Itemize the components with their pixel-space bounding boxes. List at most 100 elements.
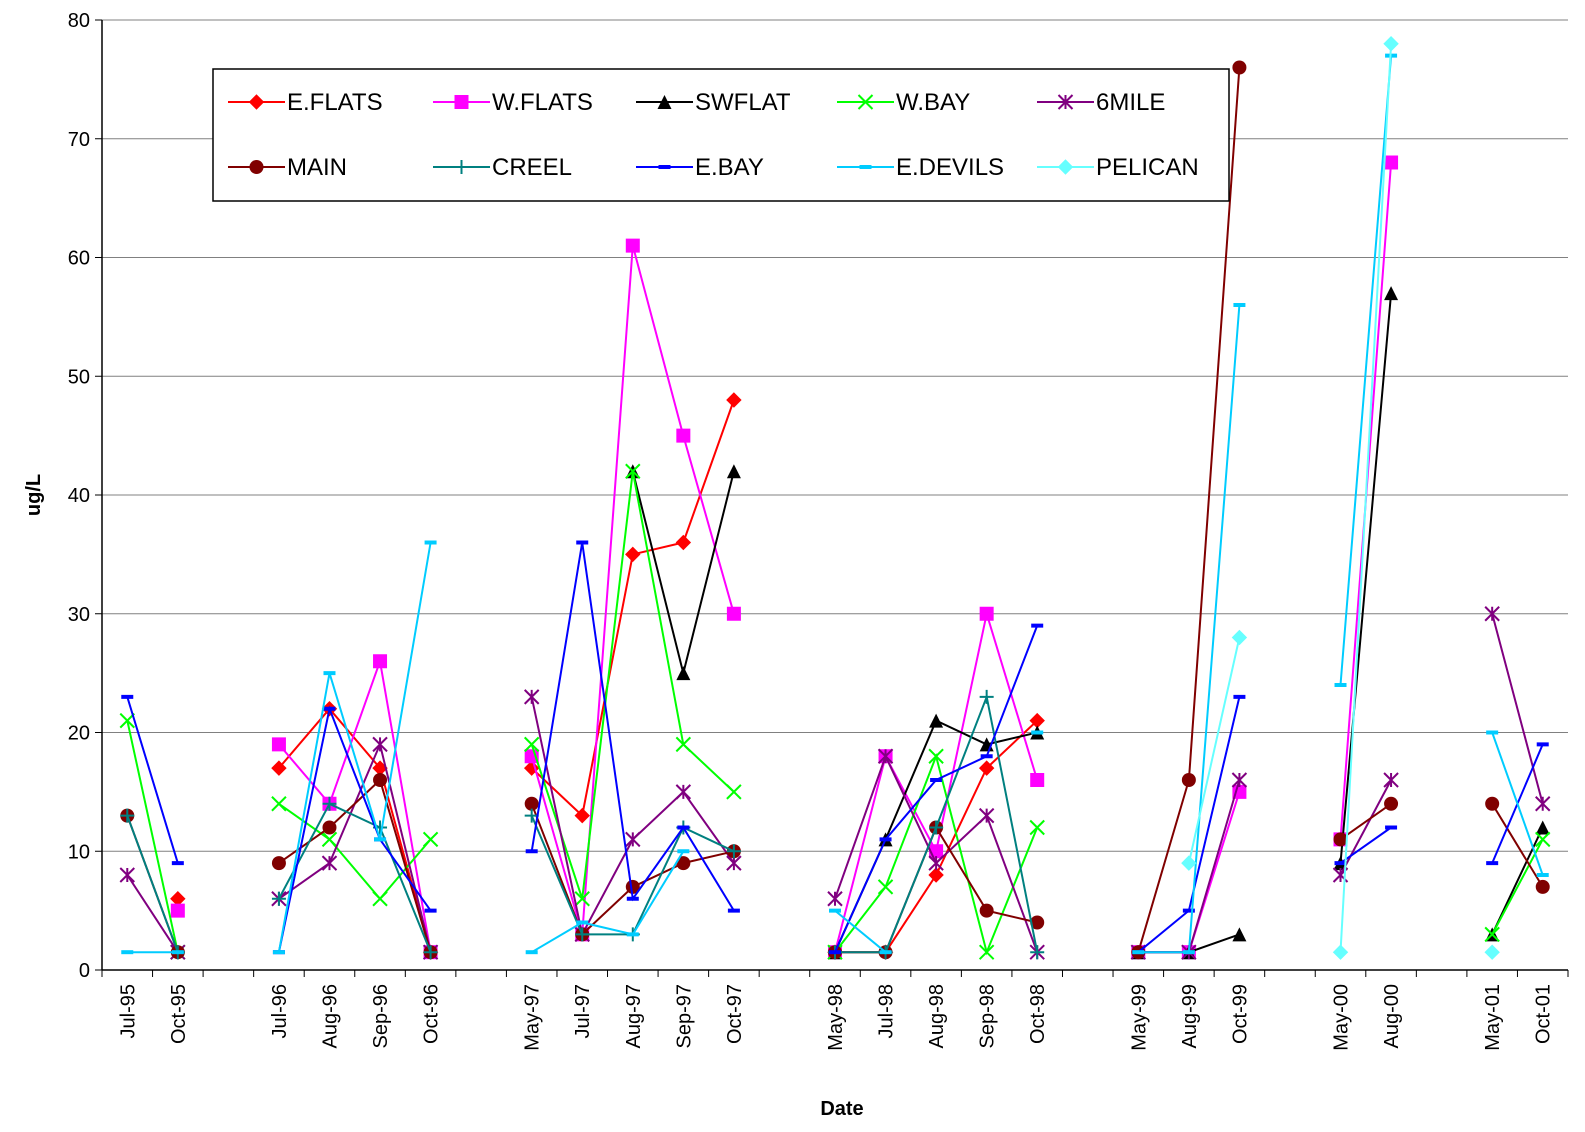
data-point-main — [979, 903, 994, 918]
data-point-w-flats — [170, 903, 185, 918]
x-tick-label: Aug-99 — [1179, 984, 1201, 1049]
legend-label: E.BAY — [695, 154, 764, 181]
y-tick-label: 70 — [68, 129, 90, 151]
data-point-pelican — [1383, 36, 1399, 52]
legend-label: PELICAN — [1096, 154, 1199, 181]
y-tick-label: 10 — [68, 841, 90, 863]
data-point-swflat — [676, 666, 691, 681]
data-point-6mile — [1332, 867, 1349, 883]
legend-swatch-marker — [249, 160, 264, 174]
data-point-w-flats — [979, 606, 994, 621]
data-point-w-bay — [978, 944, 995, 960]
legend: E.FLATS W.FLATS SWFLAT W.BAY 6MILE MAIN CREEL E… — [212, 68, 1230, 202]
x-tick-label: Sep-97 — [673, 984, 695, 1049]
data-point-w-bay — [271, 796, 287, 812]
x-tick-label: Oct-95 — [168, 984, 190, 1044]
data-point-w-flats — [373, 654, 388, 669]
data-point-w-bay — [574, 891, 590, 907]
data-point-creel — [120, 808, 135, 823]
series-line-creel — [126, 693, 1039, 954]
data-point-w-bay — [523, 736, 540, 753]
legend-swatch-marker — [454, 160, 469, 174]
data-point-creel — [726, 844, 741, 859]
data-point-w-bay — [625, 463, 641, 479]
data-point-creel — [271, 891, 286, 906]
data-point-pelican — [1181, 855, 1197, 871]
legend-box — [212, 68, 1230, 202]
y-tick-label: 40 — [68, 485, 90, 507]
data-point-main — [1030, 915, 1045, 930]
x-tick-label: Oct-98 — [1027, 984, 1049, 1044]
legend-swatch-marker — [1057, 94, 1074, 110]
legend-swatch-marker — [454, 95, 469, 109]
x-tick-label: Aug-96 — [319, 984, 341, 1049]
data-point-w-flats — [726, 606, 741, 621]
data-point-main — [625, 879, 640, 894]
x-tick-label: Oct-97 — [724, 984, 746, 1044]
data-point-6mile — [1383, 772, 1399, 788]
data-point-w-flats — [676, 428, 691, 443]
series-w-bay — [119, 463, 1551, 960]
data-point-swflat — [1384, 286, 1399, 301]
data-point-w-bay — [372, 891, 388, 907]
legend-item-pelican: PELICAN — [1037, 154, 1199, 181]
data-point-w-bay — [1484, 926, 1500, 943]
data-point-w-flats — [1384, 155, 1399, 170]
data-point-main — [1181, 773, 1196, 787]
legend-swatch-marker — [248, 94, 265, 110]
x-tick-label: Aug-97 — [623, 984, 645, 1049]
data-point-main — [1485, 796, 1500, 811]
legend-label: SWFLAT — [695, 89, 791, 116]
legend-label: E.DEVILS — [896, 154, 1004, 181]
data-point-6mile — [726, 855, 742, 871]
data-point-swflat — [726, 464, 741, 479]
y-tick-label: 60 — [68, 248, 90, 270]
series-e-bay — [121, 540, 1549, 955]
legend-swatch-marker — [657, 95, 672, 109]
legend-item-e-flats: E.FLATS — [228, 89, 383, 116]
x-tick-labels: Jul-95 Oct-95 Jul-96 Aug-96 Sep-96 Oct-96 May-… — [117, 984, 1554, 1051]
data-point-e-flats — [928, 867, 944, 883]
legend-item-e-bay: E.BAY — [636, 154, 764, 181]
legend-label: MAIN — [287, 154, 347, 181]
data-point-w-flats — [271, 737, 286, 752]
data-point-e-flats — [271, 760, 287, 776]
legend-item-swflat: SWFLAT — [636, 89, 791, 116]
data-point-6mile — [877, 748, 894, 764]
data-point-w-bay — [321, 831, 338, 848]
y-tick-label: 80 — [68, 10, 90, 32]
data-point-w-bay — [726, 784, 742, 800]
data-point-6mile — [372, 736, 388, 753]
series-e-devils — [121, 53, 1549, 955]
data-point-w-bay — [119, 712, 135, 729]
y-tick-labels: 0 10 20 30 40 50 60 70 80 — [68, 10, 90, 982]
data-point-w-bay — [877, 879, 894, 895]
data-point-creel — [423, 945, 438, 960]
data-point-swflat — [929, 713, 944, 728]
data-point-main — [1333, 832, 1348, 847]
data-point-6mile — [523, 689, 540, 705]
data-point-6mile — [1535, 796, 1551, 812]
data-point-pelican — [1484, 944, 1500, 960]
data-point-6mile — [119, 867, 135, 883]
x-tick-label: May-00 — [1331, 984, 1353, 1051]
legend-swatch-marker — [1057, 159, 1074, 175]
data-point-w-bay — [675, 736, 692, 753]
x-tick-label: May-99 — [1128, 984, 1150, 1051]
x-tick-label: Aug-98 — [926, 984, 948, 1049]
data-point-swflat — [1232, 927, 1247, 942]
x-tick-label: Aug-00 — [1381, 984, 1403, 1049]
axes — [95, 19, 1569, 977]
x-tick-label: May-01 — [1482, 984, 1504, 1051]
legend-item-main: MAIN — [228, 154, 347, 181]
data-point-creel — [979, 689, 994, 704]
series-pelican — [1181, 36, 1500, 960]
x-tick-label: Jul-97 — [572, 984, 594, 1038]
data-point-6mile — [928, 855, 944, 871]
y-tick-label: 0 — [79, 960, 90, 982]
data-point-e-flats — [978, 760, 995, 776]
legend-item-6mile: 6MILE — [1037, 89, 1165, 116]
data-point-6mile — [321, 855, 338, 871]
data-point-e-flats — [574, 807, 590, 824]
